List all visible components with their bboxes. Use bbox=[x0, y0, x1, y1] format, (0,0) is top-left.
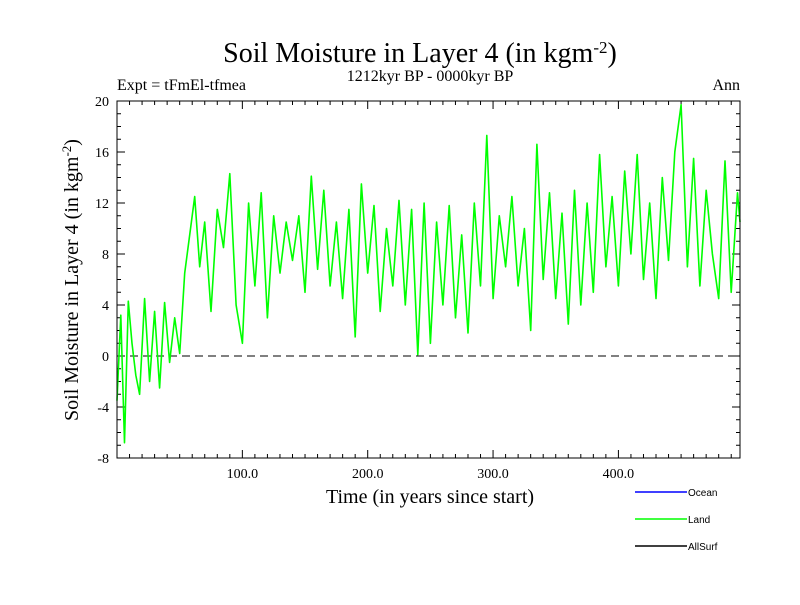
y-tick-label: 16 bbox=[95, 146, 109, 161]
y-axis-label-main: Soil Moisture in Layer 4 (in kgm bbox=[61, 156, 83, 421]
season-label: Ann bbox=[712, 77, 740, 94]
y-axis-label: Soil Moisture in Layer 4 (in kgm-2) bbox=[59, 139, 84, 421]
series-line-land bbox=[116, 104, 741, 444]
legend: Ocean Land AllSurf bbox=[635, 488, 718, 553]
y-tick-label: -8 bbox=[97, 452, 109, 467]
y-tick-label: -4 bbox=[97, 401, 109, 416]
chart-subtitle: 1212kyr BP - 0000kyr BP bbox=[347, 68, 514, 85]
x-tick-label: 100.0 bbox=[227, 467, 259, 482]
chart-title: Soil Moisture in Layer 4 (in kgm-2) bbox=[223, 38, 617, 70]
chart-title-superscript: -2 bbox=[593, 38, 607, 57]
legend-label-land: Land bbox=[688, 515, 710, 526]
x-tick-label: 300.0 bbox=[477, 467, 509, 482]
legend-label-allsurf: AllSurf bbox=[688, 542, 718, 553]
x-tick-label: 400.0 bbox=[603, 467, 635, 482]
y-tick-label: 0 bbox=[102, 350, 109, 365]
chart-title-close: ) bbox=[608, 38, 617, 69]
x-axis-label: Time (in years since start) bbox=[326, 486, 534, 508]
y-tick-label: 4 bbox=[102, 299, 109, 314]
y-tick-label: 12 bbox=[95, 197, 109, 212]
legend-label-ocean: Ocean bbox=[688, 488, 717, 499]
y-axis-label-close: ) bbox=[61, 139, 83, 146]
chart-title-main: Soil Moisture in Layer 4 (in kgm bbox=[223, 38, 593, 69]
y-axis-label-superscript: -2 bbox=[59, 146, 74, 157]
y-tick-label: 8 bbox=[102, 248, 109, 263]
x-tick-label: 200.0 bbox=[352, 467, 384, 482]
experiment-label: Expt = tFmEl-tfmea bbox=[117, 77, 246, 94]
axes: -8 -4 0 4 8 12 16 20 100.0 200.0 300.0 400.0 bbox=[95, 95, 740, 482]
y-tick-label: 20 bbox=[95, 95, 109, 110]
plot-frame bbox=[116, 100, 741, 459]
series-layer bbox=[116, 104, 741, 444]
